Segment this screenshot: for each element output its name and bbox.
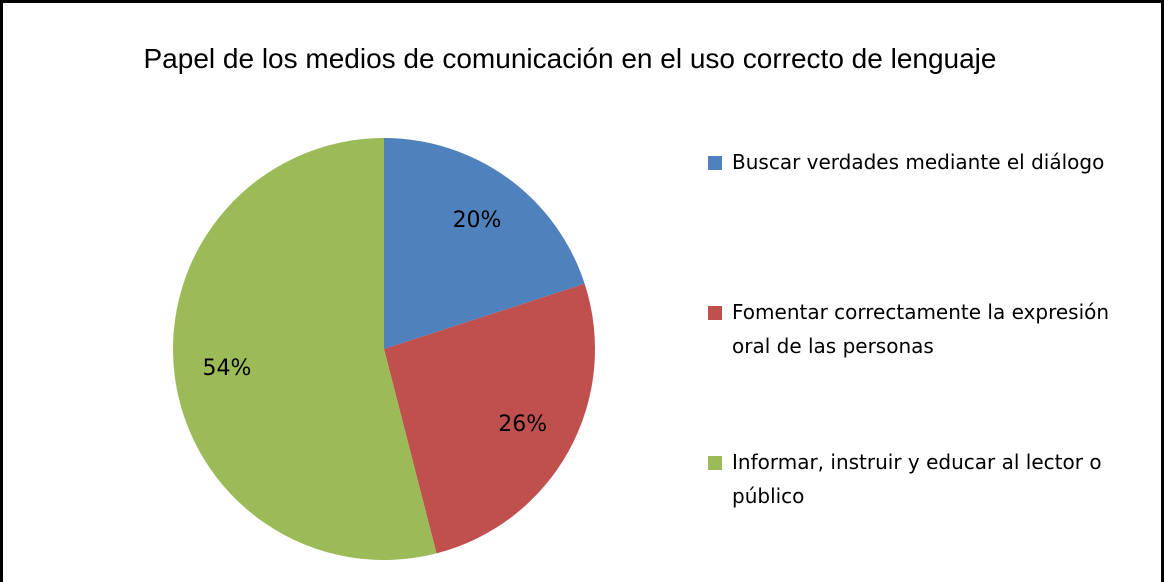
data-label: 26% xyxy=(498,412,547,437)
legend-swatch xyxy=(708,156,722,170)
data-label: 20% xyxy=(453,208,502,233)
legend-swatch xyxy=(708,306,722,320)
chart-title: Papel de los medios de comunicación en e… xyxy=(143,43,997,74)
legend-item: Fomentar correctamente la expresión oral… xyxy=(708,295,1148,363)
pie-slice xyxy=(172,138,437,560)
data-label: 54% xyxy=(203,356,252,381)
legend-label: Fomentar correctamente la expresión oral… xyxy=(732,300,1110,358)
legend-item: Buscar verdades mediante el diálogo xyxy=(708,145,1148,179)
pie-slice xyxy=(384,283,595,554)
legend-swatch xyxy=(708,456,722,470)
legend-label: Buscar verdades mediante el diálogo xyxy=(732,150,1105,174)
legend-item: Informar, instruir y educar al lector o … xyxy=(708,445,1148,513)
legend-label: Informar, instruir y educar al lector o … xyxy=(732,450,1102,508)
pie-slice xyxy=(384,138,585,349)
